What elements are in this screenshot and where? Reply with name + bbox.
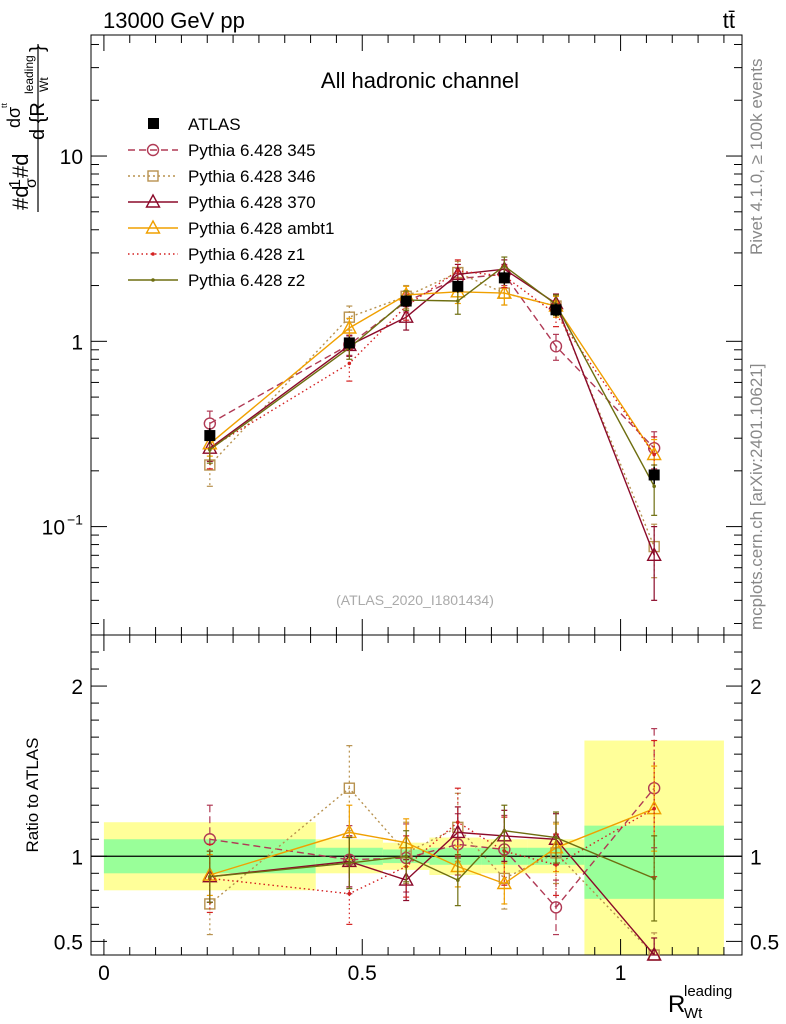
ylabel-one: 1 (7, 179, 24, 188)
ylabel-dsigma-sup: ᵗᵗ (0, 102, 13, 108)
atlas-data-point (204, 430, 216, 442)
main-y-tick-label-exponent: −1 (67, 512, 83, 528)
main-series (202, 256, 662, 601)
ratio-pythia-6-428-z2-marker (404, 854, 408, 859)
ratio-axis-ticks: 0 0.5 1 0.5 0.5 1 1 2 2 (54, 635, 779, 985)
ratio-pythia-6-428-z1-marker (652, 806, 656, 811)
ratio-pythia-6-428-370-marker (646, 946, 662, 961)
xlabel-sub: Wt (684, 1005, 703, 1022)
pythia-6-428-z2-line (209, 265, 655, 487)
legend-label-pythia-6-428-z1: Pythia 6.428 z1 (188, 245, 305, 264)
xlabel-sup: leading (684, 983, 732, 1000)
legend-label-pythia-6-428-z2: Pythia 6.428 z2 (188, 271, 305, 290)
legend-label-pythia-6-428-346: Pythia 6.428 346 (188, 167, 316, 186)
main-y-tick-label: 10 (60, 146, 83, 169)
pythia-6-428-ambt1-marker (496, 284, 513, 299)
atlas-data (204, 271, 660, 484)
ratio-frame (90, 634, 743, 956)
ratio-x-tick-label: 0 (98, 962, 110, 985)
ratio-panel (90, 634, 743, 956)
ratio-y-tick-label: 2 (71, 676, 83, 699)
ratio-y-tick-label-right: 1 (750, 846, 762, 869)
ratio-pythia-6-428-370-marker (450, 823, 466, 839)
ratio-pythia-6-428-z2-marker (502, 828, 507, 833)
legend-label-pythia-6-428-345: Pythia 6.428 345 (188, 141, 316, 160)
pythia-6-428-z2-marker (502, 264, 507, 268)
energy-label: 13000 GeV pp (103, 8, 245, 33)
xlabel-main: R (668, 991, 685, 1018)
ratio-pythia-6-428-z2-marker (208, 874, 212, 879)
main-y-tick-label: 1 (71, 331, 83, 354)
legend-marker-pythia-6-428-345 (146, 143, 160, 157)
x-axis-label: R leading Wt (668, 983, 732, 1022)
ratio-pythia-6-428-370-marker (398, 871, 414, 886)
pythia-6-428-z1-marker (652, 452, 656, 457)
ylabel-sigma: σ (23, 178, 40, 188)
ratio-y-tick-label-right: 0.5 (750, 931, 779, 954)
ratio-pythia-6-428-z1-marker (554, 862, 558, 867)
atlas-data-point (452, 280, 464, 292)
ratio-x-tick-label: 0.5 (348, 962, 377, 985)
ratio-pythia-6-428-z2-marker (652, 876, 656, 881)
source-label: mcplots.cern.ch [arXiv:2401.10621] (747, 364, 766, 630)
ylabel-hash-d2: #d (8, 154, 33, 178)
chart-title: All hadronic channel (321, 68, 519, 93)
legend-atlas-label: ATLAS (188, 115, 241, 134)
ratio-x-tick-label: 1 (615, 962, 627, 985)
ratio-pythia-6-428-ambt1-marker (496, 875, 513, 890)
ratio-pythia-6-428-345-marker (549, 901, 563, 914)
ylabel-denominator-sup: leading (22, 55, 36, 94)
pythia-6-428-345-marker (549, 340, 563, 353)
rivet-version-label: Rivet 4.1.0, ≥ 100k events (747, 59, 766, 255)
legend-label-pythia-6-428-ambt1: Pythia 6.428 ambt1 (188, 219, 334, 238)
pythia-6-428-z2-marker (456, 299, 460, 303)
legend-marker-pythia-6-428-ambt1 (145, 219, 161, 234)
main-y-axis-label: #d 1 σ #d dσ ᵗᵗ d {R leading Wt } (0, 44, 51, 212)
ratio-pythia-6-428-z2-marker (456, 878, 460, 882)
ratio-pythia-6-428-z1-marker (347, 891, 352, 896)
ratio-pythia-6-428-z1-marker (456, 820, 460, 825)
pythia-6-428-ambt1-line (209, 291, 655, 455)
ratio-y-axis-label: Ratio to ATLAS (23, 738, 42, 853)
pythia-6-428-z1-marker (456, 269, 460, 273)
analysis-tag: (ATLAS_2020_I1801434) (336, 592, 494, 608)
legend-marker-pythia-6-428-z2 (151, 278, 155, 282)
legend-marker-pythia-6-428-370 (145, 193, 161, 208)
atlas-data-point (550, 304, 562, 316)
atlas-data-point (343, 337, 355, 349)
ratio-pythia-6-428-z2-marker (554, 835, 558, 840)
legend-atlas-marker (148, 118, 159, 129)
pythia-6-428-370-marker (646, 546, 662, 562)
ratio-series (202, 728, 662, 961)
legend: ATLAS Pythia 6.428 345 Pythia 6.428 346 Pyt… (128, 115, 334, 290)
pythia-6-428-370-marker (398, 308, 414, 323)
pythia-6-428-ambt1-marker (341, 319, 358, 334)
pythia-6-428-z2-marker (208, 447, 212, 452)
pythia-6-428-z1-marker (347, 361, 352, 366)
ylabel-denominator-sub: Wt (37, 77, 51, 92)
ratio-y-tick-label: 1 (71, 846, 83, 869)
atlas-data-point (400, 295, 412, 307)
ratio-y-tick-label-right: 2 (750, 676, 762, 699)
ylabel-dsigma: dσ (4, 107, 24, 128)
ratio-pythia-6-428-346-marker (343, 782, 356, 794)
ylabel-hash-d: #d (8, 186, 33, 210)
process-label: tt̄ (723, 8, 735, 33)
main-y-tick-label: 10 (42, 517, 65, 540)
atlas-data-point (498, 272, 510, 284)
ratio-pythia-6-428-z2-marker (347, 861, 352, 865)
pythia-6-428-z2-marker (652, 484, 656, 489)
atlas-data-point (648, 469, 660, 481)
pythia-6-428-370-line (209, 268, 655, 556)
ratio-y-tick-label: 0.5 (54, 931, 83, 954)
legend-marker-pythia-6-428-346 (147, 170, 159, 182)
legend-label-pythia-6-428-370: Pythia 6.428 370 (188, 193, 316, 212)
legend-marker-pythia-6-428-z1 (151, 252, 155, 256)
pythia-6-428-346-line (209, 271, 655, 547)
